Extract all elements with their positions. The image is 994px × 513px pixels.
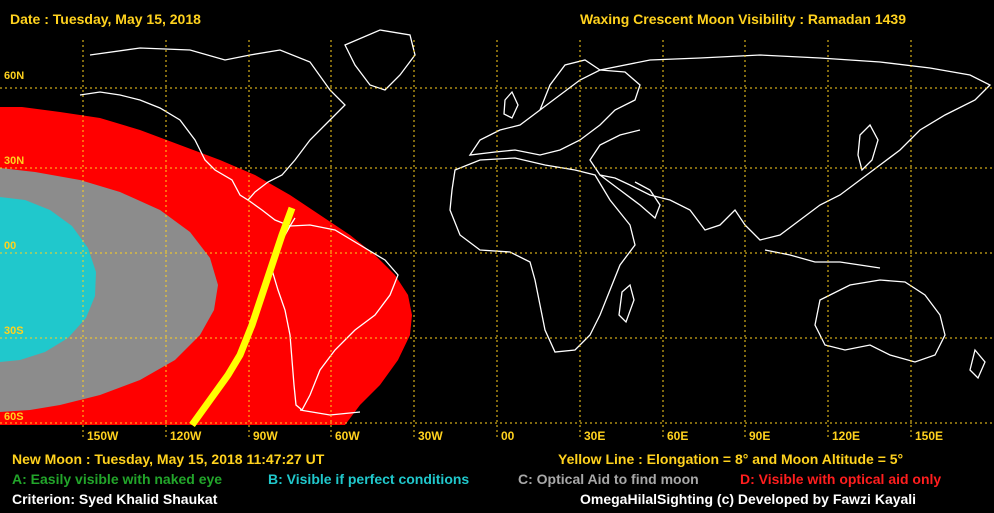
lat-label-30n: 30N bbox=[4, 155, 25, 167]
yellow-visibility-line bbox=[189, 206, 296, 428]
south-america-coast bbox=[271, 224, 399, 412]
lon-label-120w: 120W bbox=[170, 429, 202, 443]
japan-coast bbox=[857, 123, 879, 172]
zone-b-cyan bbox=[0, 197, 96, 362]
asia-coast bbox=[589, 54, 992, 241]
lon-label-90w: 90W bbox=[253, 429, 278, 443]
lat-label-60s: 60S bbox=[4, 411, 24, 423]
lat-label-00: 00 bbox=[4, 240, 17, 252]
legend-c: C: Optical Aid to find moon bbox=[518, 471, 699, 487]
map-title: Waxing Crescent Moon Visibility : Ramada… bbox=[580, 11, 906, 27]
yellow-line-description: Yellow Line : Elongation = 8° and Moon A… bbox=[558, 451, 904, 467]
lon-label-150e: 150E bbox=[915, 429, 944, 443]
graticule bbox=[0, 40, 994, 440]
greenland-coast bbox=[344, 29, 416, 91]
visibility-zones bbox=[0, 107, 412, 425]
lon-label-60e: 60E bbox=[667, 429, 689, 443]
central-america-coast bbox=[247, 199, 296, 227]
scandinavia-coast bbox=[539, 59, 601, 111]
lat-label-30s: 30S bbox=[4, 325, 24, 337]
madagascar-coast bbox=[618, 283, 635, 324]
lat-label-60n: 60N bbox=[4, 70, 25, 82]
north-america-coast bbox=[79, 47, 346, 201]
arabia-coast bbox=[599, 174, 661, 220]
lon-label-00: 00 bbox=[501, 429, 515, 443]
lon-label-120e: 120E bbox=[832, 429, 861, 443]
legend-a: A: Easily visible with naked eye bbox=[12, 471, 223, 487]
lon-label-30e: 30E bbox=[584, 429, 606, 443]
criterion-credit: Criterion: Syed Khalid Shaukat bbox=[12, 491, 218, 507]
australia-coast bbox=[814, 279, 946, 363]
antarctica-coast bbox=[299, 409, 361, 416]
indonesia-coast bbox=[764, 249, 881, 269]
coastlines bbox=[79, 29, 992, 416]
lon-label-90e: 90E bbox=[749, 429, 771, 443]
new-zealand-coast bbox=[969, 348, 986, 380]
map-date: Date : Tuesday, May 15, 2018 bbox=[10, 11, 201, 27]
britain-coast bbox=[503, 90, 519, 119]
developer-credit: OmegaHilalSighting (c) Developed by Fawz… bbox=[580, 491, 917, 507]
africa-coast bbox=[449, 157, 636, 353]
new-moon-time: New Moon : Tuesday, May 15, 2018 11:47:2… bbox=[12, 451, 325, 467]
lon-label-30w: 30W bbox=[418, 429, 443, 443]
europe-coast bbox=[468, 69, 641, 156]
legend-d: D: Visible with optical aid only bbox=[740, 471, 942, 487]
lon-label-60w: 60W bbox=[335, 429, 360, 443]
legend-b: B: Visible if perfect conditions bbox=[268, 471, 470, 487]
lon-label-150w: 150W bbox=[87, 429, 119, 443]
